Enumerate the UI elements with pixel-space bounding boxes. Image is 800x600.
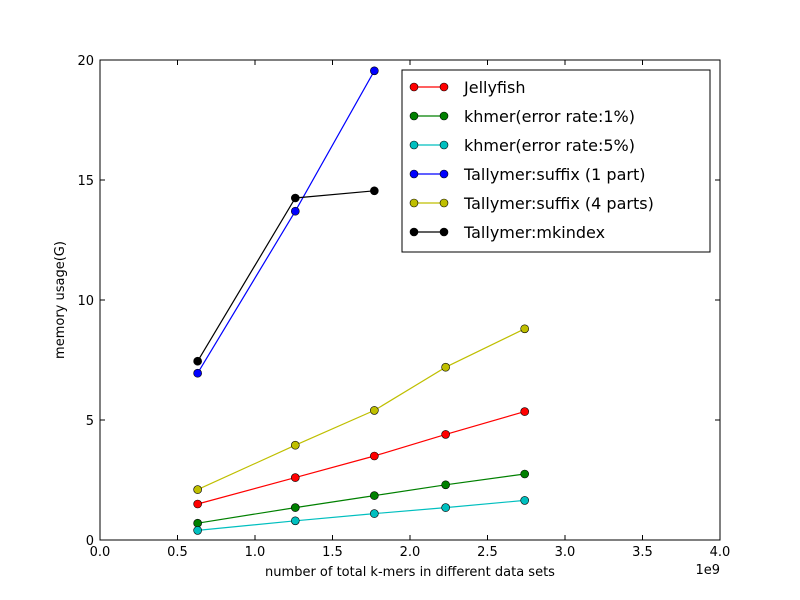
x-tick-label: 3.0 [555, 545, 576, 560]
y-tick-label: 10 [77, 294, 94, 309]
data-point [290, 473, 300, 482]
data-point [290, 516, 300, 526]
legend-marker [439, 198, 449, 208]
data-point [290, 193, 300, 203]
x-tick-label: 3.5 [632, 545, 653, 560]
x-tick-label: 2.5 [477, 545, 498, 560]
legend-marker [409, 198, 419, 208]
legend-marker [439, 82, 449, 92]
legend-marker [409, 111, 419, 121]
legend-box [401, 69, 711, 253]
data-point [370, 66, 379, 76]
y-tick-label: 20 [77, 54, 94, 69]
data-point [520, 469, 530, 479]
legend-marker [409, 140, 419, 150]
series-line [197, 328, 525, 491]
legend-label: khmer(error rate:1%) [464, 107, 635, 126]
data-point [193, 518, 202, 528]
legend-marker [439, 111, 449, 121]
legend-label: Tallymer:suffix (1 part) [463, 165, 645, 184]
series-line [197, 411, 525, 505]
legend-marker [439, 227, 449, 237]
data-point [441, 503, 450, 512]
data-point [370, 509, 379, 518]
data-point [370, 186, 379, 196]
series-line [197, 190, 375, 362]
data-point [290, 503, 300, 512]
legend-marker [439, 140, 449, 150]
data-point [193, 356, 202, 366]
data-point [193, 526, 202, 535]
series-line [197, 70, 375, 374]
data-point [520, 407, 530, 416]
y-tick-label: 5 [86, 414, 94, 429]
x-tick-label: 1.0 [245, 545, 266, 560]
legend-marker [409, 227, 419, 237]
x-tick-label: 2.0 [400, 545, 421, 560]
y-tick-label: 0 [86, 534, 94, 549]
data-point [520, 324, 530, 334]
x-tick-label: 0.5 [167, 545, 188, 560]
data-point [370, 406, 379, 415]
data-point [193, 368, 202, 378]
legend-label: Jellyfish [463, 78, 525, 97]
x-axis-label: number of total k-mers in different data… [265, 565, 555, 580]
y-axis-label: memory usage(G) [53, 241, 68, 359]
x-tick-label: 1.5 [322, 545, 343, 560]
data-point [290, 440, 300, 450]
data-point [441, 480, 450, 490]
data-point [520, 496, 530, 505]
series-line [197, 473, 525, 524]
data-point [193, 485, 202, 494]
legend-label: Tallymer:mkindex [463, 223, 605, 242]
legend-marker [409, 82, 419, 92]
x-offset-label: 1e9 [695, 563, 720, 578]
legend-marker [439, 169, 449, 179]
data-point [370, 491, 379, 500]
data-point [193, 499, 202, 509]
x-tick-label: 4.0 [710, 545, 731, 560]
data-point [290, 206, 300, 216]
legend-marker [409, 169, 419, 179]
data-point [441, 362, 450, 372]
legend-label: Tallymer:suffix (4 parts) [463, 194, 654, 213]
data-point [370, 451, 379, 461]
legend-label: khmer(error rate:5%) [464, 136, 635, 155]
data-point [441, 430, 450, 439]
y-tick-label: 15 [77, 174, 94, 189]
x-tick-label: 0.0 [90, 545, 111, 560]
